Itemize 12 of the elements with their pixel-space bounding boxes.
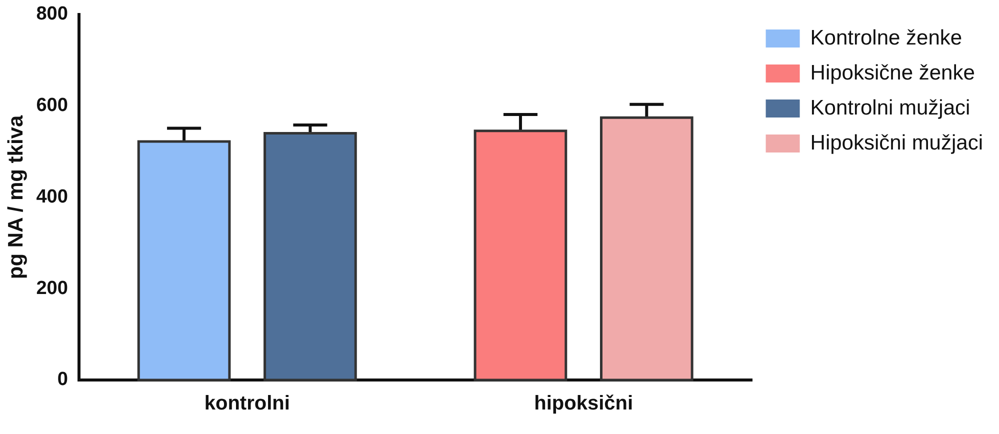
legend-label: Kontrolne ženke	[810, 26, 962, 50]
y-axis-title: pg NA / mg tkiva	[4, 115, 28, 280]
y-tick-label: 0	[57, 369, 68, 390]
legend-label: Kontrolni mužjaci	[810, 96, 970, 120]
y-tick-label: 600	[36, 95, 68, 116]
legend-label: Hipoksični mužjaci	[810, 131, 983, 154]
legend-label: Hipoksične ženke	[810, 61, 975, 84]
y-tick-label: 200	[36, 278, 68, 299]
y-tick-label: 800	[36, 4, 68, 25]
x-tick-label: hipoksični	[534, 392, 634, 415]
y-tick-label: 400	[36, 186, 68, 208]
x-tick-label: kontrolni	[204, 392, 290, 415]
